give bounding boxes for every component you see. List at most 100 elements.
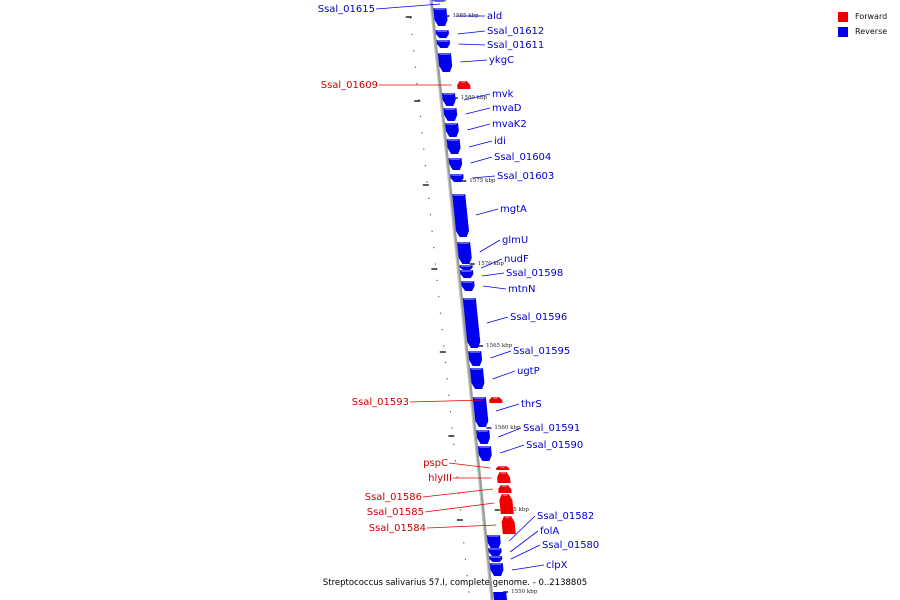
gene-shine bbox=[443, 108, 457, 110]
connector-line bbox=[470, 156, 493, 164]
gene-thrS bbox=[472, 397, 489, 427]
gene-idi bbox=[446, 139, 461, 154]
gene-label: Ssal_01603 bbox=[497, 171, 554, 182]
connector-line bbox=[479, 239, 501, 253]
gene-label: Ssal_01604 bbox=[494, 152, 551, 163]
gene-folA bbox=[488, 548, 502, 556]
gene-Ssal_01582 bbox=[486, 535, 501, 549]
gene-shine bbox=[491, 397, 499, 399]
gene-features bbox=[432, 0, 516, 600]
gene-label: Ssal_01609 bbox=[321, 80, 378, 91]
gene-ald bbox=[433, 8, 448, 26]
gene-mvk bbox=[441, 93, 456, 106]
gene-Ssal_01611 bbox=[436, 40, 450, 48]
connector-line bbox=[508, 515, 536, 542]
connector-line bbox=[486, 316, 509, 324]
gene-Ssal_01609 bbox=[457, 81, 471, 89]
gene-Ssal_01593 bbox=[489, 397, 503, 403]
gene-mvaK2 bbox=[445, 123, 459, 137]
gene-shine bbox=[437, 53, 451, 55]
gene-Ssal_01585 bbox=[499, 494, 514, 514]
gene-shine bbox=[498, 466, 506, 468]
gene-Ssal_01591 bbox=[476, 430, 491, 444]
minor-ticks bbox=[409, 17, 470, 593]
gene-label: ykgC bbox=[489, 55, 514, 66]
gene-shine bbox=[441, 93, 455, 95]
gene-label: mvaD bbox=[492, 103, 522, 114]
gene-shine bbox=[445, 123, 459, 125]
connector-line bbox=[375, 3, 441, 10]
gene-label: Ssal_01595 bbox=[513, 346, 570, 357]
genome-caption: Streptococcus salivarius 57.I, complete … bbox=[322, 578, 588, 588]
gene-label: Ssal_01584 bbox=[369, 523, 426, 534]
tick-label: 1565 kbp bbox=[486, 343, 513, 349]
gene-shine bbox=[436, 40, 450, 42]
gene-label: hlyIII bbox=[428, 473, 452, 484]
gene-label: clpX bbox=[546, 560, 568, 571]
gene-hlyIII bbox=[497, 472, 511, 483]
gene-shine bbox=[489, 563, 503, 565]
gene-shine bbox=[477, 446, 491, 448]
connector-line bbox=[492, 370, 516, 380]
gene-shine bbox=[469, 368, 483, 370]
connector-line bbox=[481, 258, 503, 269]
gene-label: Ssal_01590 bbox=[526, 440, 583, 451]
gene-mvaD bbox=[443, 108, 458, 121]
legend: Forward Reverse bbox=[838, 9, 887, 39]
connector-line bbox=[495, 403, 520, 412]
gene-nudF bbox=[459, 265, 473, 270]
gene-Ssal_01590 bbox=[477, 446, 492, 461]
gene-label: Ssal_01586 bbox=[365, 492, 422, 503]
gene-shine bbox=[432, 0, 446, 2]
gene-Ssal_01603 bbox=[450, 174, 464, 182]
gene-label: pspC bbox=[423, 458, 448, 469]
gene-Ssal_01595 bbox=[468, 351, 483, 366]
tick-label: 1575 kbp bbox=[469, 178, 496, 184]
gene-shine bbox=[486, 535, 500, 537]
connector-line bbox=[424, 502, 495, 513]
gene-label: idi bbox=[494, 136, 506, 147]
connector-line bbox=[426, 524, 497, 529]
gene-shine bbox=[472, 397, 486, 399]
gene-shine bbox=[435, 30, 449, 32]
gene-shine bbox=[459, 81, 467, 83]
gene-label: glmU bbox=[502, 235, 528, 246]
gene-label: Ssal_01585 bbox=[367, 507, 424, 518]
gene-Ssal_01586 bbox=[498, 485, 512, 493]
gene-label: thrS bbox=[521, 399, 542, 410]
gene-shine bbox=[446, 139, 460, 141]
gene-shine bbox=[433, 8, 447, 10]
gene-Ssal_01604 bbox=[448, 158, 463, 170]
connector-line bbox=[448, 462, 491, 469]
gene-shine bbox=[500, 485, 508, 487]
connector-line bbox=[468, 140, 493, 148]
gene-Ssal_01584 bbox=[501, 516, 516, 534]
connector-line bbox=[465, 107, 491, 115]
gene-glmU bbox=[457, 242, 472, 264]
gene-pspC bbox=[496, 466, 510, 470]
gene-Ssal_01596 bbox=[462, 298, 481, 348]
connector-line bbox=[498, 427, 522, 438]
gene-shine bbox=[468, 351, 482, 353]
connector-line bbox=[458, 43, 486, 46]
tick-label: 1560 kbp bbox=[494, 425, 521, 431]
gene-label: Ssal_01591 bbox=[523, 423, 580, 434]
connector-line bbox=[511, 564, 545, 571]
gene-label: mvaK2 bbox=[492, 119, 527, 130]
gene-label: ald bbox=[487, 11, 502, 22]
connector-line bbox=[457, 30, 486, 35]
gene-shine bbox=[503, 516, 511, 518]
gene-label: mtnN bbox=[508, 284, 535, 295]
gene-label: nudF bbox=[504, 254, 529, 265]
connector-line bbox=[464, 93, 491, 101]
gene-label: Ssal_01593 bbox=[352, 397, 409, 408]
tick-label: 1550 kbp bbox=[511, 589, 538, 595]
connector-line bbox=[475, 208, 499, 216]
forward-swatch bbox=[838, 11, 848, 22]
gene-ugtP bbox=[469, 368, 485, 389]
gene-shine bbox=[501, 494, 509, 496]
gene-shine bbox=[448, 158, 462, 160]
gene-shine bbox=[459, 265, 473, 267]
gene-Ssal_01598 bbox=[459, 270, 474, 278]
